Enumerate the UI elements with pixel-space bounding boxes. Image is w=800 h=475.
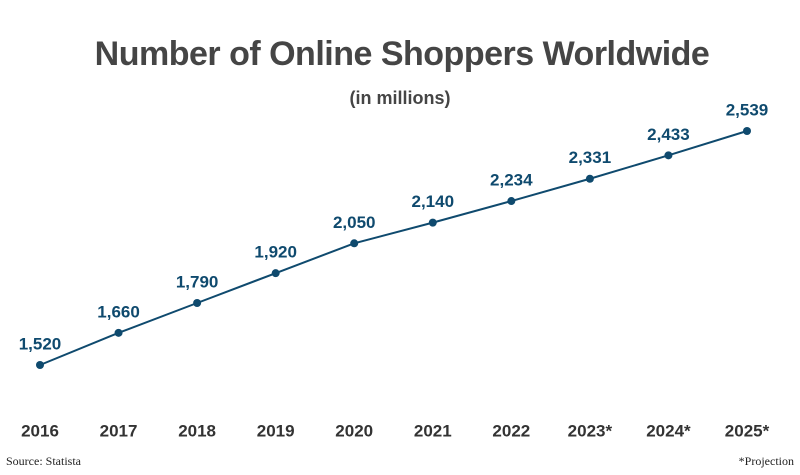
x-tick-label: 2024* bbox=[646, 421, 691, 440]
data-label: 2,140 bbox=[412, 192, 455, 211]
x-tick-label: 2018 bbox=[178, 421, 216, 440]
x-tick-label: 2021 bbox=[414, 421, 452, 440]
point bbox=[664, 151, 673, 160]
x-tick-label: 2016 bbox=[21, 421, 59, 440]
data-label: 2,331 bbox=[569, 148, 612, 167]
note: *Projection bbox=[739, 454, 794, 468]
point bbox=[36, 361, 44, 369]
point bbox=[193, 298, 202, 307]
chart-subtitle: (in millions) bbox=[350, 88, 451, 108]
point bbox=[271, 269, 280, 278]
data-label: 2,539 bbox=[726, 100, 769, 119]
point bbox=[507, 197, 516, 206]
point bbox=[585, 174, 594, 183]
point bbox=[350, 239, 359, 248]
point bbox=[743, 127, 751, 135]
x-tick-label: 2019 bbox=[257, 421, 295, 440]
x-tick-label: 2025* bbox=[725, 421, 770, 440]
data-label: 2,050 bbox=[333, 213, 376, 232]
chart-title: Number of Online Shoppers Worldwide bbox=[95, 35, 710, 73]
x-tick-label: 2023* bbox=[568, 421, 613, 440]
source: Source: Statista bbox=[6, 454, 82, 468]
x-tick-label: 2022 bbox=[492, 421, 530, 440]
data-label: 1,920 bbox=[254, 243, 297, 262]
data-label: 1,790 bbox=[176, 272, 219, 291]
data-label: 1,660 bbox=[97, 302, 140, 321]
data-label: 1,520 bbox=[19, 334, 62, 353]
x-tick-label: 2017 bbox=[100, 421, 138, 440]
data-label: 2,234 bbox=[490, 171, 533, 190]
line bbox=[39, 130, 748, 366]
point bbox=[114, 328, 123, 337]
x-tick-label: 2020 bbox=[335, 421, 373, 440]
point bbox=[428, 218, 437, 227]
data-label: 2,433 bbox=[647, 125, 690, 144]
